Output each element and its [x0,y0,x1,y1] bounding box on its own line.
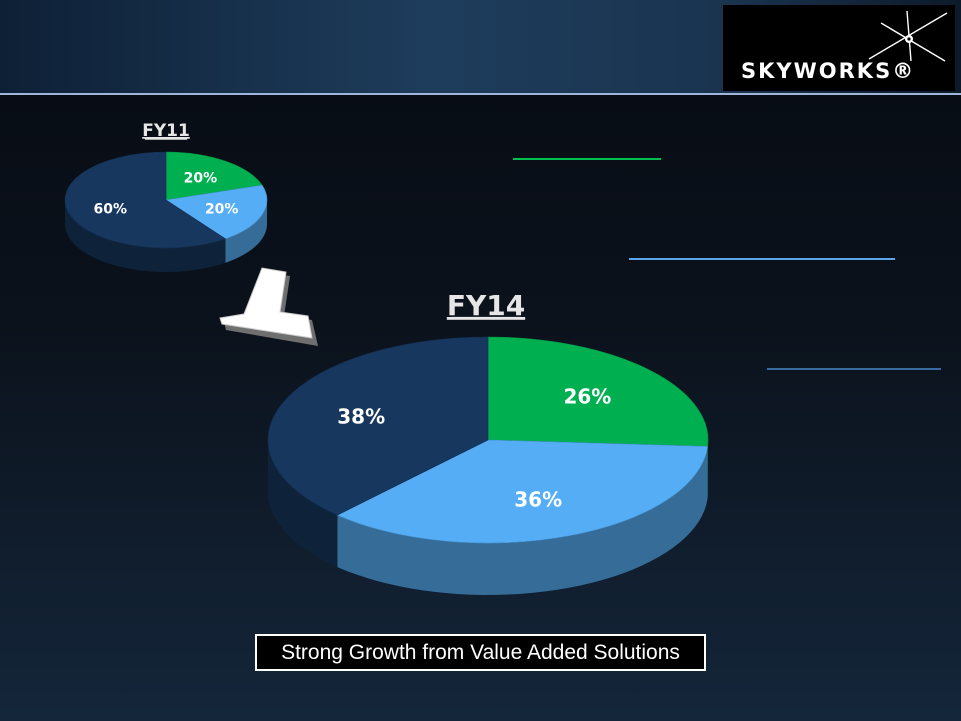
pie-fy11-slice-0 [165,151,263,201]
pie-fy11-label-1: 20% [205,202,239,218]
pie-fy14-label-0: 26% [563,384,611,408]
logo-text: SKYWORKS® [741,59,916,83]
green-accent-line [513,158,661,160]
header-divider [0,93,961,95]
pie-fy14-slice-1 [336,439,708,544]
navy-accent-line [767,368,941,370]
pie-fy11-side-1 [225,200,267,263]
pie-fy11-label-0: 20% [184,170,218,186]
caption-text: Strong Growth from Value Added Solutions [281,640,680,664]
pie-fy11-title: FY11 [142,121,190,141]
pie-fy14-label-1: 36% [514,487,562,511]
pie-fy14-slice-2 [267,336,489,516]
pie-fy11-slice-1 [165,184,268,240]
pie-fy14-side-1 [337,446,708,595]
pie-fy14-label-2: 38% [337,405,385,429]
pie-fy14-side-2 [268,440,338,568]
pie-fy11-side-2 [65,200,226,272]
pie-fy14-slice-0 [487,336,709,447]
arrow-icon [219,267,318,346]
pie-fy14: 26% 36% 38% FY14 [267,289,709,595]
blue-accent-line [629,258,895,260]
skyworks-logo: SKYWORKS® [723,5,955,91]
caption-box: Strong Growth from Value Added Solutions [255,634,706,671]
pie-fy11: 20% 20% 60% FY11 [64,121,268,272]
pie-fy11-label-2: 60% [94,202,128,218]
logo-star-icon [868,10,948,62]
pie-fy11-slice-2 [64,151,227,249]
pie-fy14-title: FY14 [447,289,525,322]
